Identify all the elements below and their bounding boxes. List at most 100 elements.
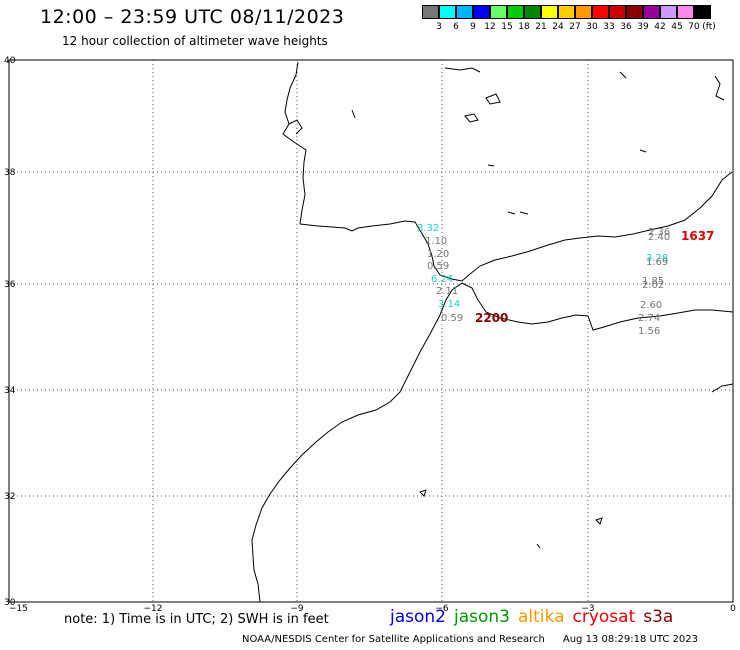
satellite-s3a: s3a xyxy=(643,607,674,627)
legend-labels: 3 6 9 12 15 18 21 24 27 30 33 36 39 42 45 70 (ft) xyxy=(422,22,740,34)
legend-swatch xyxy=(456,5,473,19)
wave-height-reading: 6.24 xyxy=(431,274,453,285)
legend-unit: (ft) xyxy=(702,22,716,32)
satellite-jason3: jason3 xyxy=(454,607,510,627)
coast-algarve xyxy=(299,171,733,282)
wave-height-reading: 2.60 xyxy=(640,300,662,311)
legend-swatch xyxy=(626,5,643,19)
legend-label: 42 xyxy=(654,22,666,32)
legend-label: 70 xyxy=(688,22,700,32)
legend-label: 12 xyxy=(484,22,496,32)
latitude-tick-label: 40 xyxy=(4,56,16,66)
wave-height-reading: 1.69 xyxy=(646,257,668,268)
satellite-altika: altika xyxy=(518,607,565,627)
legend-swatch xyxy=(592,5,609,19)
wave-height-reading: 3.32 xyxy=(417,223,439,234)
satellite-legend: jason2 jason3 altika cryosat s3a xyxy=(390,607,681,627)
legend-swatch xyxy=(473,5,490,19)
wave-height-reading: 0.59 xyxy=(441,313,463,324)
island-11 xyxy=(536,543,541,549)
latitude-tick-label: 34 xyxy=(4,386,16,396)
axis-tick-labels: −15 −12 −9 −6 −3 0 40 38 36 34 32 30 xyxy=(4,56,736,614)
legend-swatch xyxy=(541,5,558,19)
satellite-cryosat: cryosat xyxy=(572,607,636,627)
legend-label: 45 xyxy=(671,22,683,32)
legend-label: 36 xyxy=(620,22,632,32)
wave-height-readings: 3.321.101.200.596.242.113.140.59 22002.36… xyxy=(417,223,714,337)
island-9 xyxy=(419,489,427,497)
color-legend xyxy=(422,5,711,19)
legend-swatch xyxy=(507,5,524,19)
coast-portugal xyxy=(282,61,307,225)
lat-lon-grid xyxy=(9,60,733,602)
legend-label: 3 xyxy=(436,22,442,32)
longitude-tick-label: −12 xyxy=(144,604,163,614)
wave-height-reading: 2.40 xyxy=(648,232,670,243)
wave-height-reading: 2.74 xyxy=(638,313,660,324)
wave-height-reading: 2200 xyxy=(475,311,508,325)
coast-north-spain xyxy=(444,67,481,73)
credit-text: NOAA/NESDIS Center for Satellite Applica… xyxy=(242,634,545,645)
legend-swatch xyxy=(575,5,592,19)
legend-swatch xyxy=(524,5,541,19)
legend-swatch xyxy=(694,5,711,19)
island-7 xyxy=(714,75,725,101)
island-6 xyxy=(639,149,647,153)
legend-label: 15 xyxy=(501,22,513,32)
legend-label: 27 xyxy=(569,22,581,32)
wave-height-reading: 1.20 xyxy=(427,249,449,260)
island-10 xyxy=(595,517,603,525)
satellite-jason2: jason2 xyxy=(390,607,446,627)
legend-swatch xyxy=(677,5,694,19)
longitude-tick-label: −3 xyxy=(581,604,594,614)
wave-height-reading: 1637 xyxy=(681,229,714,243)
legend-swatch xyxy=(490,5,507,19)
island-12 xyxy=(351,109,356,119)
legend-label: 39 xyxy=(637,22,649,32)
generated-timestamp: Aug 13 08:29:18 UTC 2023 xyxy=(562,634,699,645)
latitude-tick-label: 30 xyxy=(4,598,16,608)
legend-label: 18 xyxy=(518,22,530,32)
island-1 xyxy=(464,113,479,123)
wave-height-reading: 0.59 xyxy=(427,261,449,272)
island-13 xyxy=(487,164,495,167)
legend-label: 30 xyxy=(586,22,598,32)
latitude-tick-label: 38 xyxy=(4,168,16,178)
legend-swatch xyxy=(558,5,575,19)
island-8 xyxy=(711,383,734,393)
wave-height-reading: 1.56 xyxy=(638,326,660,337)
coast-morocco-north xyxy=(461,282,734,331)
chart-title: 12:00 – 23:59 UTC 08/11/2023 xyxy=(40,6,345,28)
credit-line: NOAA/NESDIS Center for Satellite Applica… xyxy=(242,634,698,645)
latitude-tick-label: 32 xyxy=(4,492,15,502)
legend-label: 9 xyxy=(470,22,476,32)
legend-label: 6 xyxy=(453,22,459,32)
legend-swatch xyxy=(660,5,677,19)
wave-height-reading: 1.85 xyxy=(642,276,664,287)
legend-label: 33 xyxy=(603,22,615,32)
wave-height-reading: 2.02 xyxy=(642,280,664,291)
latitude-tick-label: 36 xyxy=(4,280,16,290)
island-3 xyxy=(507,211,516,215)
longitude-tick-label: 0 xyxy=(730,604,736,614)
wave-height-reading: 1.10 xyxy=(425,236,447,247)
island-5 xyxy=(619,71,627,79)
island-2 xyxy=(485,93,501,105)
coastline xyxy=(251,61,734,603)
legend-swatch xyxy=(609,5,626,19)
island-4 xyxy=(519,211,529,215)
legend-swatch xyxy=(422,5,439,19)
wave-height-reading: 2.36 xyxy=(648,227,670,238)
footnote: note: 1) Time is in UTC; 2) SWH is in fe… xyxy=(64,612,329,627)
coast-morocco-atlantic xyxy=(251,282,463,603)
chart-subtitle: 12 hour collection of altimeter wave hei… xyxy=(62,34,328,48)
wave-height-reading: 3.28 xyxy=(646,253,668,264)
legend-swatch xyxy=(643,5,660,19)
longitude-tick-label: −9 xyxy=(290,604,304,614)
coast-tagus-estuary xyxy=(288,119,303,135)
legend-swatch xyxy=(439,5,456,19)
legend-label: 21 xyxy=(535,22,547,32)
longitude-tick-label: −15 xyxy=(9,604,28,614)
wave-height-reading: 3.14 xyxy=(438,299,460,310)
